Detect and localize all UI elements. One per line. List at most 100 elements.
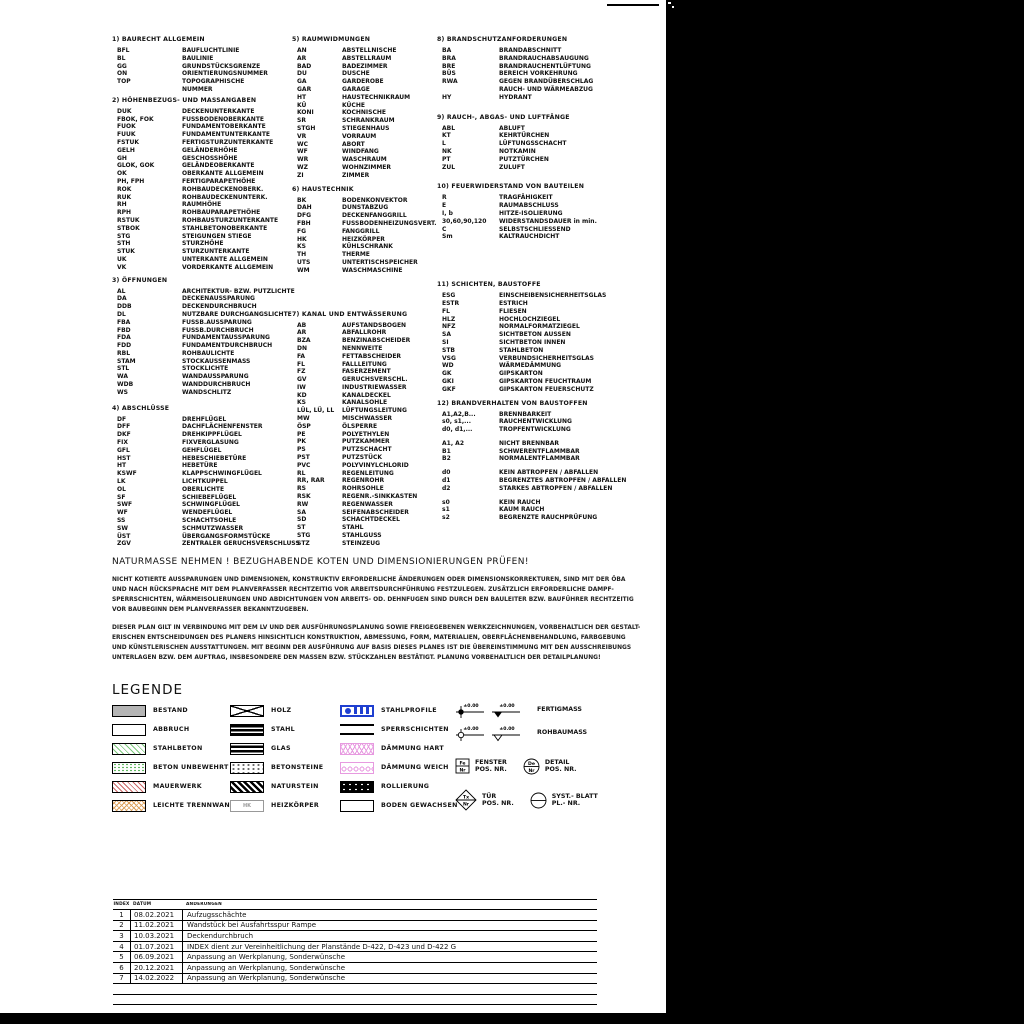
abbr-definition: WINDFANG xyxy=(342,148,379,156)
leichte-trennwand-swatch-icon xyxy=(112,799,146,812)
legend-column-1: BESTAND ABBRUCH STAHLBETON BETON UNBEWEHRT M… xyxy=(112,701,235,815)
abbr-definition: STIEGENHAUS xyxy=(342,124,390,132)
abbr-row: C SELBSTSCHLIESSEND xyxy=(437,226,652,234)
abbr-definition: SICHTBETON INNEN xyxy=(499,338,566,346)
abbr-row: FBA FUSSB.AUSSPARUNG xyxy=(112,319,290,327)
abbr-definition: TOPOGRAPHISCHE xyxy=(182,78,245,86)
syst-blatt-label: SYST.- BLATT PL.- NR. xyxy=(551,792,598,808)
fertigmass-level-icon: ±0.00 xyxy=(492,703,520,717)
abbr-definition: REGENROHR xyxy=(342,477,385,485)
boden-gewachsen-swatch-icon xyxy=(340,799,374,812)
abbr-row: STZ STEINZEUG xyxy=(292,540,440,548)
abbr-definition: OBERKANTE ALLGEMEIN xyxy=(182,170,264,178)
svg-text:±0.00: ±0.00 xyxy=(499,703,514,709)
abbr-definition: HEIZKÖRPER xyxy=(342,235,385,243)
abbr-definition: NORMALENTFLAMMBAR xyxy=(499,455,580,463)
legend-item: SPERRSCHICHTEN xyxy=(340,720,458,739)
rohbaumass-point-icon: ±0.00 xyxy=(456,726,484,741)
heizkoerper-swatch-icon: HK xyxy=(230,799,264,812)
note-line: SPERRSCHICHTEN, WÄRMEISOLIERUNGEN UND AB… xyxy=(112,597,634,603)
abbr-code: d0, d1,... xyxy=(442,426,473,434)
legend-item: MAUERWERK xyxy=(112,777,235,796)
table-cell: INDEX dient zur Vereinheitlichung der Pl… xyxy=(187,942,457,951)
glas-swatch-icon xyxy=(230,742,264,755)
abbr-row: LÜL, LÜ, LL LÜFTUNGSLEITUNG xyxy=(292,407,440,415)
abbr-row: ROK ROHBAUDECKENOBERK. xyxy=(112,186,290,194)
legend-title: LEGENDE xyxy=(112,682,184,698)
abbr-definition: RAUMABSCHLUSS xyxy=(499,202,559,210)
abbr-row: ESG EINSCHEIBENSICHERHEITSGLAS xyxy=(437,292,652,300)
abbr-definition: STURZHÖHE xyxy=(182,240,224,248)
abbr-row: PT PUTZTÜRCHEN xyxy=(437,156,652,164)
abbr-row: FIX FIXVERGLASUNG xyxy=(112,439,290,447)
legend-label: GLAS xyxy=(271,745,291,752)
abbr-row: d0 KEIN ABTROPFEN / ABFALLEN xyxy=(437,469,652,477)
abbr-code: KSWF xyxy=(117,470,137,478)
abbr-row: BZA BENZINABSCHEIDER xyxy=(292,337,440,345)
abbr-section: 4) ABSCHLÜSSE DF DREHFLÜGEL DFF DACHFLÄCHENF… xyxy=(112,405,300,549)
abbr-definition: LICHTKUPPEL xyxy=(182,478,228,486)
abbr-row: A1, A2 NICHT BRENNBAR xyxy=(437,440,652,448)
abbr-row: LK LICHTKUPPEL xyxy=(112,478,290,486)
abbr-row: RS ROHRSOHLE xyxy=(292,485,440,493)
abbr-row: ÖSP ÖLSPERRE xyxy=(292,423,440,431)
panel-speck xyxy=(668,2,671,4)
abbr-definition: DUSCHE xyxy=(342,70,370,78)
betonsteine-swatch-icon xyxy=(230,761,264,774)
abbr-code: PK xyxy=(297,438,307,446)
abbr-code: d2 xyxy=(442,484,451,492)
abbr-row: RR, RAR REGENROHR xyxy=(292,477,440,485)
abbr-definition: SCHWERENTFLAMMBAR xyxy=(499,447,580,455)
abbr-row: ABL ABLUFT xyxy=(437,125,652,133)
sperrschichten-swatch-icon xyxy=(340,724,374,735)
abbr-definition: ROHBAUDECKENOBERK. xyxy=(182,185,264,193)
detail-pos-icon: De Nr xyxy=(523,758,540,774)
abbr-definition: DECKENDURCHBRUCH xyxy=(182,303,257,311)
abbr-code: WF xyxy=(117,509,128,517)
abbr-code: HT xyxy=(297,93,307,101)
abbr-code: TOP xyxy=(117,78,131,86)
abbr-code: FBD xyxy=(117,326,131,334)
abbr-code: SA xyxy=(442,331,451,339)
abbr-definition: DECKENAUSSPARUNG xyxy=(182,295,255,303)
abbr-code: DU xyxy=(297,70,307,78)
fenster-pos-label: FENSTER POS. NR. xyxy=(475,758,507,774)
abbr-definition: ÖLSPERRE xyxy=(342,422,378,430)
abbr-code: RPH xyxy=(117,209,132,217)
abbr-definition: WANDDURCHBRUCH xyxy=(182,381,251,389)
table-cell: Aufzugsschächte xyxy=(187,910,247,919)
table-cell: 01.07.2021 xyxy=(131,941,183,952)
abbr-row: GA GARDEROBE xyxy=(292,78,440,86)
abbr-code: ESTR xyxy=(442,299,460,307)
abbr-row: L LÜFTUNGSSCHACHT xyxy=(437,140,652,148)
abbr-definition: NUTZBARE DURCHGANGSLICHTE xyxy=(182,310,292,318)
abbr-column-1: 1) BAURECHT ALLGEMEIN BFL BAUFLUCHTLINIE BL… xyxy=(112,36,300,549)
section-title: 2) HÖHENBEZUGS- UND MASSANGABEN xyxy=(112,96,257,104)
abbr-definition: BAULINIE xyxy=(182,54,214,62)
abbr-row: d2 STARKES ABTROPFEN / ABFALLEN xyxy=(437,485,652,493)
abbr-definition: GESCHOSSHÖHE xyxy=(182,154,238,162)
abbr-definition: WANDAUSSPARUNG xyxy=(182,373,249,381)
table-empty-row xyxy=(113,995,597,1006)
header-cell: INDEX xyxy=(113,902,130,907)
abbr-code: HLZ xyxy=(442,315,456,323)
abbr-row: ZUL ZULUFT xyxy=(437,164,652,172)
abbr-code: RUK xyxy=(117,193,132,201)
abbr-definition: HYDRANT xyxy=(499,93,532,101)
abbr-definition: ABORT xyxy=(342,140,365,148)
abbr-code: BRA xyxy=(442,54,456,62)
svg-text:Nr: Nr xyxy=(463,802,470,808)
abbr-row: s0, s1,... RAUCHENTWICKLUNG xyxy=(437,418,652,426)
abbr-definition: WOHNZIMMER xyxy=(342,163,392,171)
fertigmass-point-icon: ±0.00 xyxy=(456,703,484,718)
table-empty-row xyxy=(113,1005,597,1016)
abbr-row: R TRAGFÄHIGKEIT xyxy=(437,194,652,202)
note-line: NICHT KOTIERTE AUSSPARUNGEN UND DIMENSIO… xyxy=(112,577,626,583)
abbr-row: DU DUSCHE xyxy=(292,70,440,78)
pos-symbols-row-1: Fe Nr FENSTER POS. NR. De Nr DETAIL POS. xyxy=(455,754,660,778)
abbr-row: s2 BEGRENZTE RAUCHPRÜFUNG xyxy=(437,514,652,522)
abbr-row: AR ABFALLROHR xyxy=(292,329,440,337)
abbr-row: HT HAUSTECHNIKRAUM xyxy=(292,94,440,102)
svg-text:Nr: Nr xyxy=(528,767,535,773)
abbr-definition: PUTZTÜRCHEN xyxy=(499,155,549,163)
